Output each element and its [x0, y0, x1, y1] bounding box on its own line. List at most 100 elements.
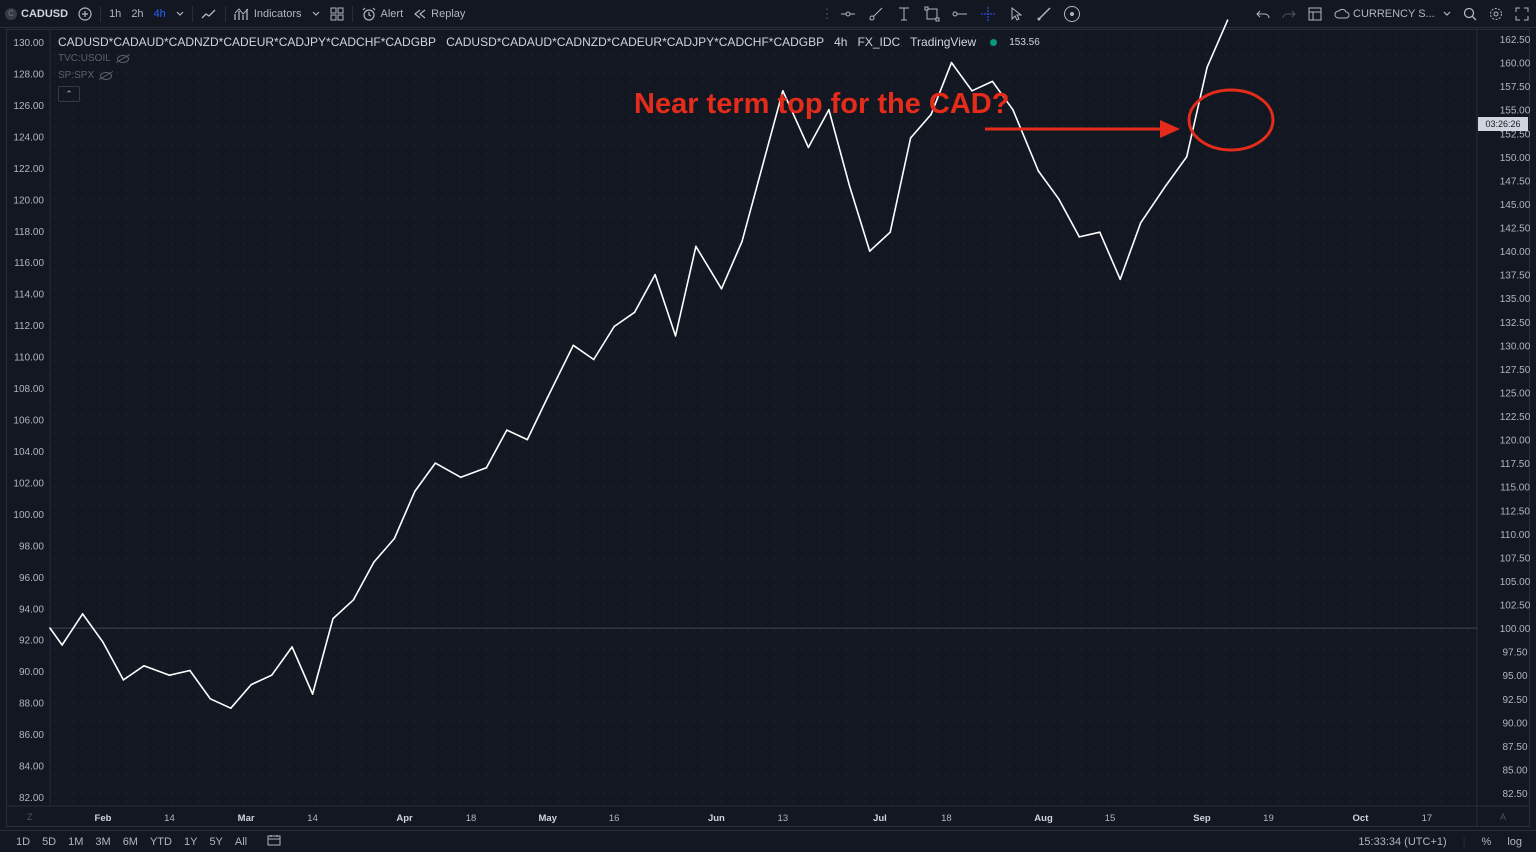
replay-label: Replay: [431, 7, 466, 20]
calendar-icon: [267, 835, 281, 846]
text-tool-icon[interactable]: [890, 0, 918, 27]
indicators-dropdown[interactable]: [307, 0, 325, 27]
trend-line-tool-icon[interactable]: [862, 0, 890, 27]
interval-dropdown[interactable]: [171, 0, 189, 27]
brush-tool-icon[interactable]: [1030, 0, 1058, 27]
search-icon[interactable]: [1457, 0, 1483, 27]
range-1d[interactable]: 1D: [16, 835, 31, 848]
x-axis-tick: 17: [1422, 813, 1433, 824]
rectangle-tool-icon[interactable]: [918, 0, 946, 27]
series-point: [332, 617, 334, 620]
overlay-spx-label: SP:SPX: [58, 70, 95, 81]
fullscreen-icon[interactable]: [1509, 0, 1535, 27]
symbol-search[interactable]: C CADUSD: [0, 0, 73, 27]
series-point: [49, 627, 51, 629]
chart-type-button[interactable]: [196, 0, 222, 27]
collapse-legend-button[interactable]: ⌃: [58, 86, 80, 102]
overlay-usoil[interactable]: TVC:USOIL: [58, 53, 129, 64]
cursor-icon[interactable]: [1002, 0, 1030, 27]
layout-name: CURRENCY S...: [1353, 7, 1435, 20]
clock-time[interactable]: 15:33:34 (UTC+1): [1358, 835, 1447, 848]
right-axis-tick: 150.00: [1500, 153, 1531, 164]
log-toggle[interactable]: log: [1507, 835, 1522, 848]
interval-2h[interactable]: 2h: [126, 0, 148, 27]
layout-icon[interactable]: [1302, 0, 1328, 27]
alert-label: Alert: [380, 7, 404, 20]
left-axis-tick: 98.00: [19, 541, 44, 552]
interval-4h[interactable]: 4h: [149, 0, 171, 27]
legend-provider: TradingView: [910, 35, 977, 49]
range-3m[interactable]: 3M: [95, 835, 111, 848]
right-axis-tick: 145.00: [1500, 200, 1531, 211]
legend-symbol: CADUSD*CADAUD*CADNZD*CADEUR*CADJPY*CADCH…: [446, 35, 825, 49]
left-axis-tick: 110.00: [14, 353, 44, 364]
interval-1h[interactable]: 1h: [104, 0, 126, 27]
right-axis-tick: 110.00: [1500, 530, 1530, 541]
cloud-layout-button[interactable]: CURRENCY S...: [1328, 0, 1457, 27]
series-point: [633, 311, 636, 314]
chart-legend: CADUSD*CADAUD*CADNZD*CADEUR*CADJPY*CADCH…: [58, 35, 1040, 49]
ray-tool-icon[interactable]: [946, 0, 974, 27]
indicators-button[interactable]: Indicators: [229, 0, 307, 27]
left-axis-tick: 130.00: [13, 38, 44, 49]
series-point: [81, 613, 84, 615]
annotation-arrow-head: [1160, 120, 1180, 138]
series-point: [572, 344, 575, 347]
redo-icon[interactable]: [1276, 0, 1302, 27]
series-point: [209, 697, 212, 700]
range-1y[interactable]: 1Y: [183, 835, 198, 848]
range-5y[interactable]: 5Y: [209, 835, 223, 848]
range-1m[interactable]: 1M: [68, 835, 84, 848]
series-point: [909, 137, 912, 139]
legend-title[interactable]: CADUSD*CADAUD*CADNZD*CADEUR*CADJPY*CADCH…: [58, 35, 437, 49]
x-axis-tick: 16: [609, 813, 620, 824]
plus-circle-icon: [78, 6, 92, 21]
auto-scale-icon[interactable]: A: [1500, 812, 1506, 822]
chart-frame: [6, 29, 1530, 827]
chart-grid: [50, 30, 1477, 806]
series-point: [1058, 198, 1060, 201]
series-point: [741, 240, 743, 243]
right-axis-tick: 155.00: [1500, 106, 1531, 117]
right-toolbar: CURRENCY S...: [1250, 0, 1535, 27]
layouts-button[interactable]: [325, 0, 349, 27]
x-axis-tick: 18: [466, 813, 477, 824]
horizontal-line-tool-icon[interactable]: [834, 0, 862, 27]
hidden-eye-icon[interactable]: [100, 71, 113, 80]
left-axis-tick: 128.00: [13, 69, 44, 80]
divider: [224, 5, 226, 22]
left-axis-tick: 82.00: [19, 793, 44, 804]
range-5d[interactable]: 5D: [42, 835, 57, 848]
overlay-spx[interactable]: SP:SPX: [58, 70, 113, 81]
zoom-reset-icon[interactable]: Z: [27, 812, 33, 822]
range-ytd[interactable]: YTD: [149, 835, 172, 848]
undo-icon[interactable]: [1250, 0, 1276, 27]
percent-toggle[interactable]: %: [1481, 835, 1492, 848]
series-point: [526, 438, 529, 441]
alert-button[interactable]: Alert: [356, 0, 409, 27]
compare-symbol-button[interactable]: [73, 0, 97, 27]
countdown-label: 03:26:26: [1478, 117, 1528, 131]
series-point: [434, 462, 437, 464]
right-axis-tick: 127.50: [1500, 365, 1531, 376]
drag-handle-icon[interactable]: ⋮: [820, 5, 834, 21]
go-to-date-button[interactable]: [267, 834, 281, 849]
more-tools-icon[interactable]: [1058, 0, 1086, 27]
gear-icon[interactable]: [1483, 0, 1509, 27]
range-6m[interactable]: 6M: [122, 835, 138, 848]
hidden-eye-icon[interactable]: [116, 54, 129, 63]
range-all[interactable]: All: [234, 835, 248, 848]
series-point: [807, 146, 810, 149]
series-point: [971, 90, 973, 92]
right-axis-tick: 122.50: [1500, 412, 1531, 423]
crosshair-tool-icon[interactable]: [974, 0, 1002, 27]
series-point: [270, 674, 273, 676]
x-axis-tick: 15: [1105, 813, 1116, 824]
divider: [100, 5, 102, 22]
right-axis-tick: 97.50: [1502, 648, 1527, 659]
right-axis-tick: 85.00: [1502, 765, 1527, 776]
left-axis-tick: 90.00: [19, 667, 44, 678]
replay-button[interactable]: Replay: [408, 0, 470, 27]
divider: [191, 5, 193, 22]
